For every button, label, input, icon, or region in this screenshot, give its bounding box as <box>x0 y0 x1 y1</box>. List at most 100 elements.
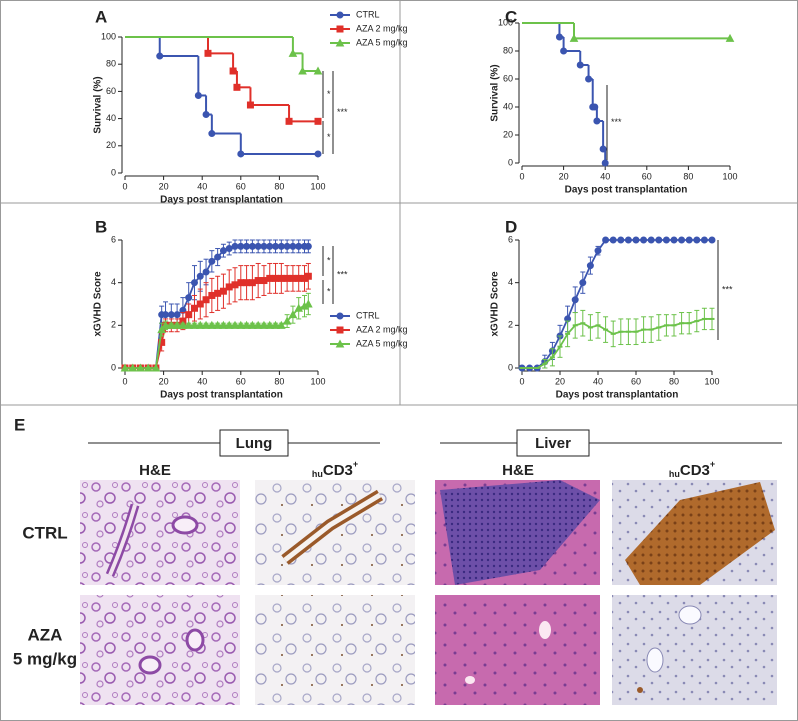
legend-label: CTRL <box>356 9 380 19</box>
x-tick-label: 20 <box>159 376 169 386</box>
x-tick-label: 0 <box>122 181 127 191</box>
marker <box>190 304 198 312</box>
x-axis-title: Days post transplantation <box>565 185 688 196</box>
marker <box>304 242 312 250</box>
column-header: huCD3+ <box>669 459 715 479</box>
micrograph <box>435 480 600 585</box>
marker <box>632 236 640 244</box>
group-title: Lung <box>236 435 273 452</box>
significance-label: *** <box>611 117 622 127</box>
x-tick-label: 40 <box>593 376 603 386</box>
marker <box>647 236 655 244</box>
marker <box>624 236 632 244</box>
y-tick-label: 60 <box>106 86 116 96</box>
legend-label: AZA 2 mg/kg <box>356 23 408 33</box>
x-axis-title: Days post transplantation <box>160 195 283 206</box>
legend-label: AZA 5 mg/kg <box>356 338 408 348</box>
marker <box>670 236 678 244</box>
x-tick-label: 100 <box>310 181 325 191</box>
column-header: H&E <box>502 462 534 479</box>
micrograph <box>255 480 415 585</box>
significance-label: * <box>327 89 331 99</box>
marker <box>304 272 312 280</box>
y-axis-title: xGVHD Score <box>93 271 104 336</box>
y-tick-label: 80 <box>503 45 513 55</box>
marker <box>219 320 228 329</box>
y-tick-label: 0 <box>111 362 116 372</box>
x-tick-label: 60 <box>642 171 652 181</box>
marker <box>207 320 217 329</box>
marker <box>678 236 686 244</box>
marker <box>214 253 222 261</box>
marker <box>224 320 234 329</box>
marker <box>231 242 239 250</box>
panel-label: D <box>505 217 517 236</box>
marker <box>586 262 594 270</box>
marker <box>708 236 716 244</box>
marker <box>248 320 257 329</box>
chart: C 0 20 40 60 80 100 0 20 40 60 80 100 Days post trans… <box>490 7 738 195</box>
y-tick-label: 0 <box>508 157 513 167</box>
y-tick-label: 6 <box>111 234 116 244</box>
y-tick-label: 6 <box>508 234 513 244</box>
marker <box>208 291 216 299</box>
marker <box>219 287 227 295</box>
marker <box>190 279 198 287</box>
marker <box>602 236 610 244</box>
x-tick-label: 0 <box>519 376 524 386</box>
marker <box>289 242 297 250</box>
marker <box>609 236 617 244</box>
marker <box>336 312 344 320</box>
marker <box>195 320 205 329</box>
y-tick-label: 40 <box>106 113 116 123</box>
x-tick-label: 40 <box>600 171 610 181</box>
marker <box>128 363 138 372</box>
panel-label: B <box>95 217 107 236</box>
marker <box>336 326 344 334</box>
y-axis-title: Survival (%) <box>93 76 104 133</box>
marker <box>136 363 145 372</box>
marker <box>314 117 322 125</box>
marker <box>304 299 313 308</box>
x-tick-label: 60 <box>236 376 246 386</box>
marker <box>162 311 170 319</box>
marker <box>196 300 204 308</box>
marker <box>158 338 166 346</box>
marker <box>248 242 256 250</box>
x-tick-label: 40 <box>197 181 207 191</box>
micrograph <box>80 595 240 705</box>
marker <box>237 242 245 250</box>
marker <box>335 339 345 348</box>
marker <box>289 274 297 282</box>
marker <box>185 311 193 319</box>
y-tick-label: 60 <box>503 73 513 83</box>
marker <box>185 294 193 302</box>
y-tick-label: 4 <box>111 277 116 287</box>
marker <box>295 242 303 250</box>
x-tick-label: 80 <box>669 376 679 386</box>
x-tick-label: 20 <box>555 376 565 386</box>
marker <box>336 11 344 19</box>
chart: A 0 20 40 60 80 100 0 20 40 60 80 100 Days post trans… <box>93 7 408 205</box>
marker <box>276 320 286 329</box>
x-tick-label: 100 <box>704 376 719 386</box>
panel-label: E <box>14 415 25 434</box>
x-tick-label: 80 <box>683 171 693 181</box>
marker <box>655 236 663 244</box>
marker <box>225 283 233 291</box>
marker <box>259 320 269 329</box>
marker <box>617 236 625 244</box>
marker <box>151 363 161 372</box>
marker <box>208 257 216 265</box>
y-tick-label: 40 <box>503 101 513 111</box>
marker <box>190 320 199 329</box>
x-tick-label: 100 <box>722 171 737 181</box>
y-tick-label: 20 <box>503 129 513 139</box>
marker <box>253 320 263 329</box>
x-tick-label: 100 <box>310 376 325 386</box>
x-tick-label: 0 <box>519 171 524 181</box>
marker <box>242 320 251 329</box>
x-tick-label: 60 <box>236 181 246 191</box>
marker <box>601 159 609 167</box>
y-tick-label: 0 <box>508 362 513 372</box>
